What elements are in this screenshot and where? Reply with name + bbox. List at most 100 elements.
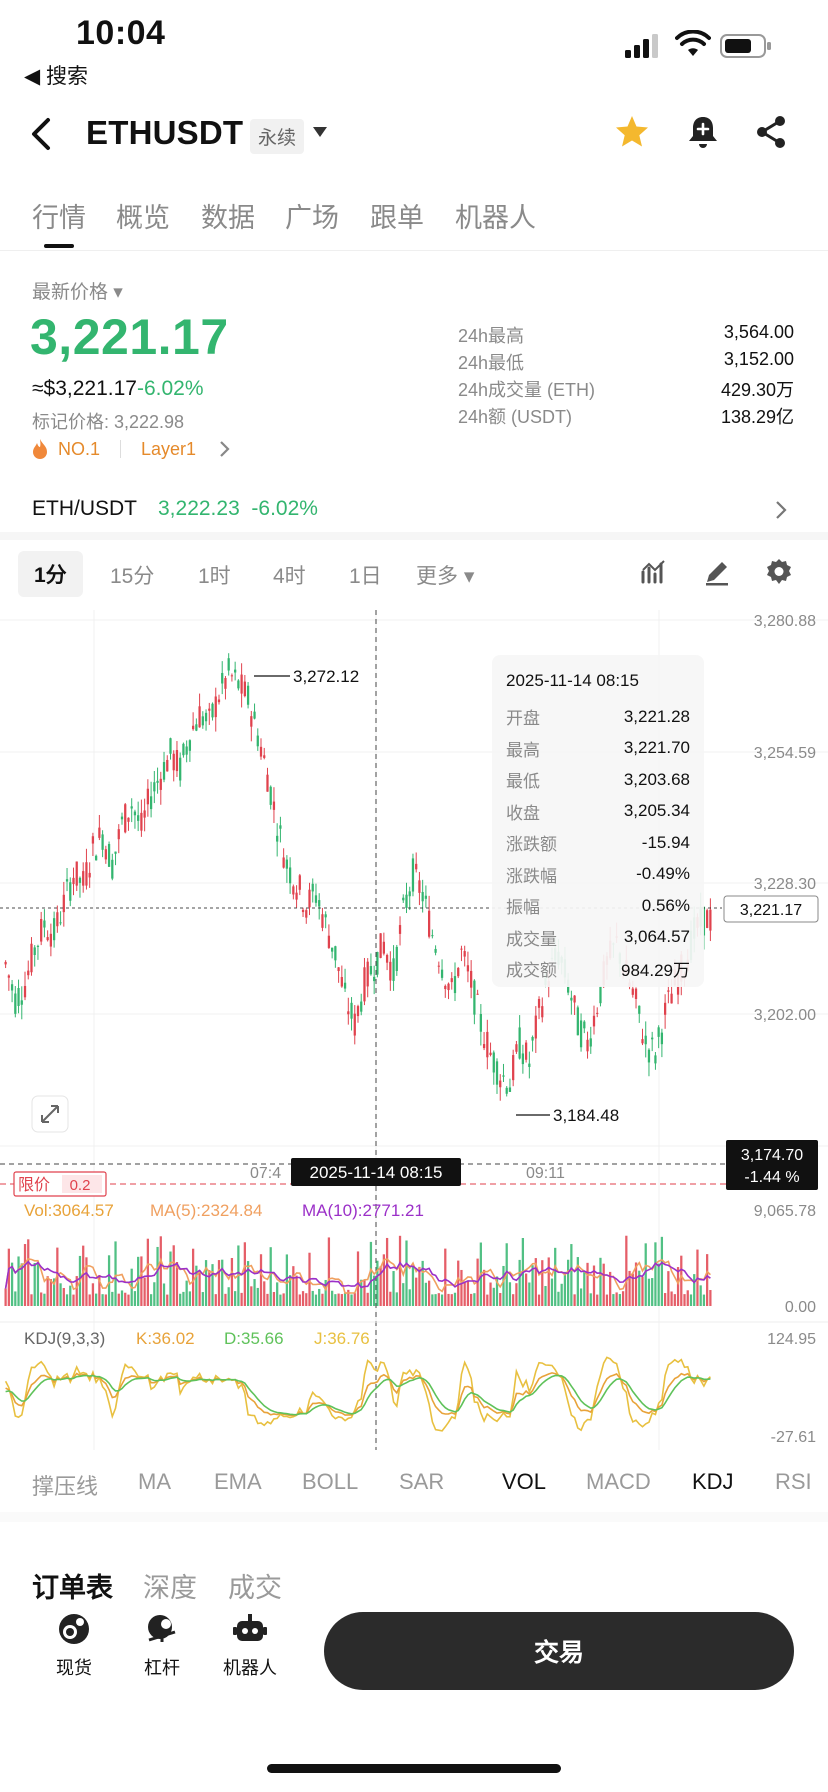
indicator-sar[interactable]: SAR [399,1469,445,1494]
volume-bar [156,1246,159,1306]
volume-bar [466,1280,470,1306]
interval-15m[interactable]: 15分 [110,565,155,588]
volume-bar [331,1290,334,1306]
volume-ma10-legend: MA(10):2771.21 [302,1201,424,1220]
candle-body [162,762,166,780]
candle-body [130,806,133,809]
indicator-macd[interactable]: MACD [586,1469,651,1494]
volume-bar [398,1235,402,1306]
candle-body [337,967,340,972]
candle-body [709,909,712,931]
interval-1h[interactable]: 1时 [198,565,231,588]
symbol-title[interactable]: ETHUSDT [86,114,244,151]
chart-settings-gear-icon[interactable] [765,558,793,586]
volume-bar [589,1293,592,1306]
candle-body [185,746,188,755]
trade-button[interactable]: 交易 [324,1612,794,1690]
tab-copy-trade[interactable]: 跟单 [370,203,424,233]
volume-ma5-legend: MA(5):2324.84 [150,1201,262,1220]
volume-bar [40,1292,43,1306]
tab-bot[interactable]: 机器人 [455,203,536,233]
chevron-right-icon[interactable] [774,500,788,520]
tab-depth[interactable]: 深度 [143,1573,197,1603]
volume-bar [567,1259,570,1306]
latest-price-label[interactable]: 最新价格 ▾ [32,282,123,303]
kdj-d-legend: D:35.66 [224,1329,284,1348]
tab-trades[interactable]: 成交 [228,1573,282,1603]
indicator-kdj[interactable]: KDJ [692,1469,734,1494]
candle-body [301,909,305,913]
candle-body [482,1044,486,1049]
indicator-boll[interactable]: BOLL [302,1469,359,1494]
candle-body [201,716,204,726]
volume-bar [537,1294,541,1306]
candle-body [505,1087,508,1094]
favorite-star-icon[interactable] [614,114,650,150]
bot-button[interactable]: 机器人 [210,1612,290,1680]
volume-bar [204,1260,208,1306]
tab-data[interactable]: 数据 [201,203,255,233]
volume-bar [162,1283,166,1306]
candle-body [88,872,91,878]
stat-label-high: 24h最高 [458,326,525,346]
volume-bar [450,1294,453,1306]
tooltip-row-label: 最高 [506,740,540,760]
price-axis-tick: 3,280.88 [754,613,816,630]
volume-bar [528,1282,531,1306]
candle-body [7,975,10,978]
indicator-ma[interactable]: MA [138,1469,171,1494]
back-to-search[interactable]: ◀ 搜索 [24,65,88,88]
tooltip-row: 开盘 3,221.28 [506,701,690,733]
interval-1d[interactable]: 1日 [349,565,382,588]
volume-bar [311,1290,314,1306]
candle-body [350,1002,353,1019]
volume-bar [234,1291,237,1306]
stat-label-volume: 24h成交量 (ETH) [458,380,596,400]
interval-1m[interactable]: 1分 [18,551,83,597]
rank-row[interactable]: NO.1 Layer1 [30,438,232,460]
tab-order-book[interactable]: 订单表 [32,1573,113,1603]
volume-bar [7,1248,10,1306]
expand-chart-icon[interactable] [31,1095,69,1133]
caret-down-icon[interactable] [312,126,328,138]
volume-bar [402,1283,405,1306]
indicator-support-resistance[interactable]: 撑压线 [32,1474,99,1499]
indicator-rsi[interactable]: RSI [775,1469,812,1494]
candle-body [324,914,327,918]
interval-4h[interactable]: 4时 [273,565,306,588]
volume-bar [544,1286,547,1306]
draw-pencil-icon[interactable] [703,558,731,586]
back-arrow-icon[interactable] [26,116,56,152]
crosshair-time: 2025-11-14 08:15 [310,1163,443,1182]
candle-body [311,883,314,892]
volume-bar [59,1283,62,1306]
candle-body [437,965,440,967]
divider [120,440,122,458]
candle-body [444,985,447,990]
spot-button[interactable]: 现货 [34,1612,114,1680]
tab-market[interactable]: 行情 [32,203,86,233]
volume-bar [166,1294,169,1306]
tab-square[interactable]: 广场 [285,203,339,233]
indicator-settings-icon[interactable] [640,558,668,586]
margin-button[interactable]: 杠杆 [122,1612,202,1680]
candle-body [114,851,117,854]
indicator-ema[interactable]: EMA [214,1469,262,1494]
interval-more[interactable]: 更多 ▾ [416,565,475,588]
volume-bar [592,1265,596,1306]
volume-bar [124,1292,127,1306]
indicator-vol[interactable]: VOL [502,1469,547,1494]
candle-body [10,984,14,991]
volume-bar [657,1263,660,1306]
volume-bar [120,1290,124,1306]
volume-bar [486,1294,489,1306]
volume-bar [182,1291,185,1306]
share-icon[interactable] [754,114,788,150]
candle-body [508,1087,512,1092]
candle-body [321,914,324,928]
volume-bar [673,1294,676,1306]
tab-overview[interactable]: 概览 [116,203,170,233]
candle-body [104,849,107,860]
price-alert-bell-icon[interactable] [685,114,721,150]
volume-bar [634,1262,638,1306]
